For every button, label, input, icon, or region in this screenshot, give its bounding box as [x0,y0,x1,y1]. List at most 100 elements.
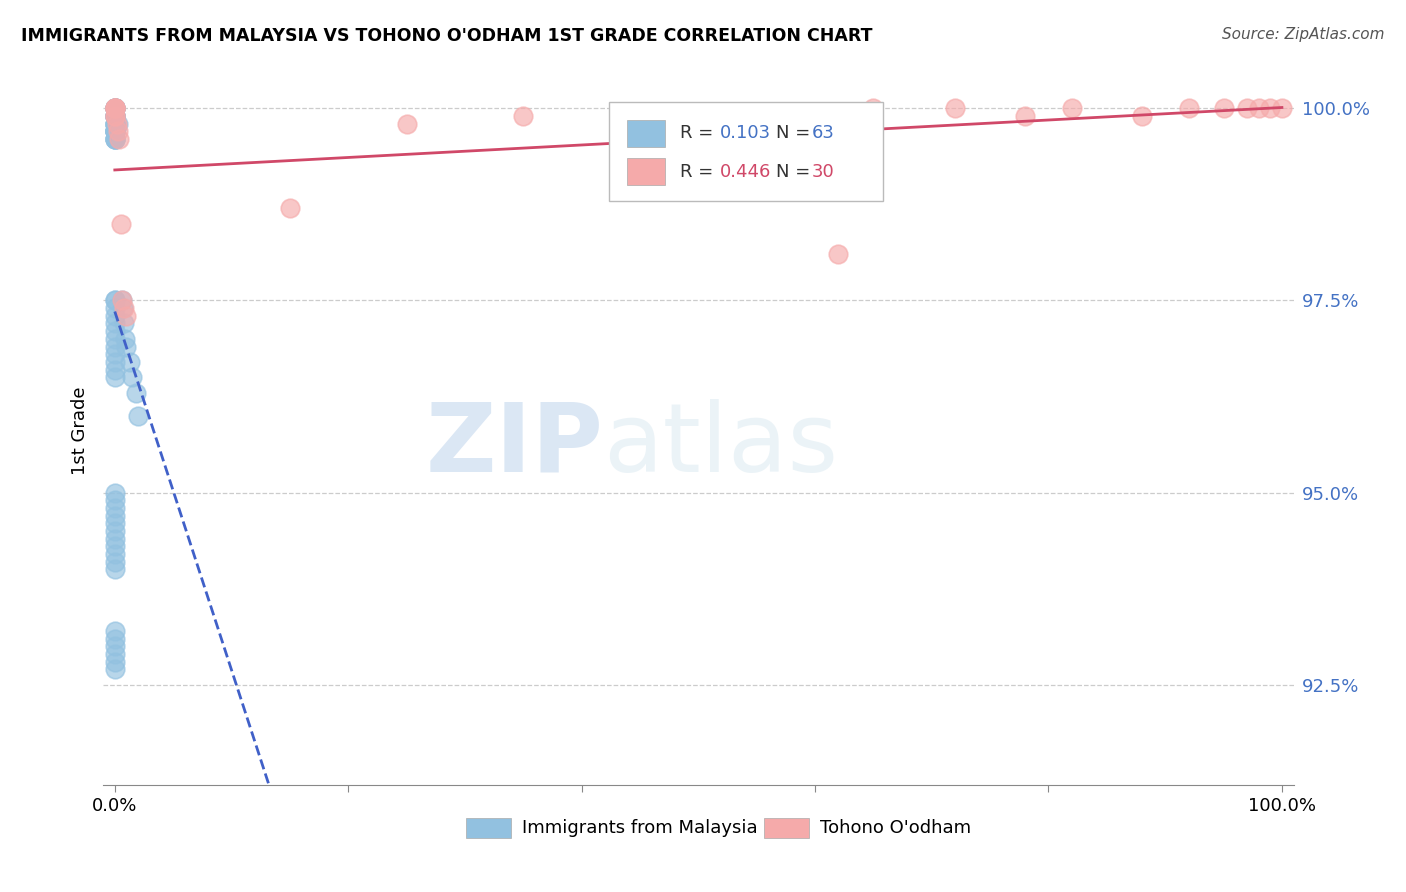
Point [107,117,129,131]
FancyBboxPatch shape [627,158,665,185]
Point [104,324,127,338]
Point [395,117,418,131]
Point [104,109,127,123]
Point [104,124,127,138]
Point [862,101,884,115]
Point [104,662,127,676]
Point [127,409,149,423]
Point [104,540,127,554]
Point [107,124,129,138]
Point [1130,109,1153,123]
Point [104,124,127,138]
Y-axis label: 1st Grade: 1st Grade [72,387,89,475]
Point [1247,101,1270,115]
Point [104,347,127,361]
Point [104,109,127,123]
Point [104,124,127,138]
Point [114,332,136,346]
Point [111,293,134,308]
Point [104,647,127,661]
Point [104,132,127,146]
Point [121,370,143,384]
Point [104,508,127,523]
Text: N =: N = [776,162,815,180]
Point [104,370,127,384]
Point [104,109,127,123]
FancyBboxPatch shape [763,818,808,838]
Text: R =: R = [681,124,720,143]
Text: ZIP: ZIP [425,399,603,491]
Point [104,101,127,115]
Point [104,117,127,131]
Point [104,500,127,515]
Point [104,555,127,569]
Point [104,301,127,315]
Text: 30: 30 [811,162,834,180]
Point [104,355,127,369]
Text: 0.446: 0.446 [720,162,770,180]
Point [104,524,127,538]
Point [1236,101,1258,115]
Point [104,547,127,561]
Point [104,332,127,346]
Point [118,355,141,369]
Point [104,109,127,123]
Point [104,109,127,123]
Point [104,562,127,576]
Point [278,201,301,215]
FancyBboxPatch shape [627,120,665,147]
Point [104,532,127,546]
Point [104,293,127,308]
Point [104,516,127,531]
Point [112,317,135,331]
Point [108,132,131,146]
Point [104,124,127,138]
Point [104,132,127,146]
Point [104,101,127,115]
Point [112,301,135,315]
Text: 0.103: 0.103 [720,124,770,143]
Text: atlas: atlas [603,399,838,491]
Point [1014,109,1036,123]
Point [1271,101,1294,115]
Point [104,124,127,138]
Point [115,309,138,323]
Point [104,132,127,146]
Point [104,493,127,508]
Point [1177,101,1199,115]
Point [104,117,127,131]
Point [104,124,127,138]
Point [104,101,127,115]
Text: Source: ZipAtlas.com: Source: ZipAtlas.com [1222,27,1385,42]
Point [104,101,127,115]
Point [105,117,128,131]
Point [104,101,127,115]
Point [943,101,966,115]
Point [111,301,134,315]
Point [104,117,127,131]
Point [104,339,127,353]
Text: Tohono O'odham: Tohono O'odham [820,819,972,837]
Point [104,117,127,131]
Point [104,101,127,115]
Point [745,109,768,123]
Point [104,109,127,123]
Point [104,109,127,123]
Point [111,293,134,308]
Point [628,109,651,123]
Text: 63: 63 [811,124,834,143]
Text: R =: R = [681,162,720,180]
Point [104,362,127,376]
Point [104,101,127,115]
Text: N =: N = [776,124,815,143]
Point [104,293,127,308]
Point [125,385,148,400]
Text: Immigrants from Malaysia: Immigrants from Malaysia [522,819,758,837]
Point [104,101,127,115]
FancyBboxPatch shape [609,103,883,202]
Point [104,624,127,638]
Point [104,132,127,146]
Point [827,247,849,261]
Point [104,309,127,323]
Point [104,640,127,654]
